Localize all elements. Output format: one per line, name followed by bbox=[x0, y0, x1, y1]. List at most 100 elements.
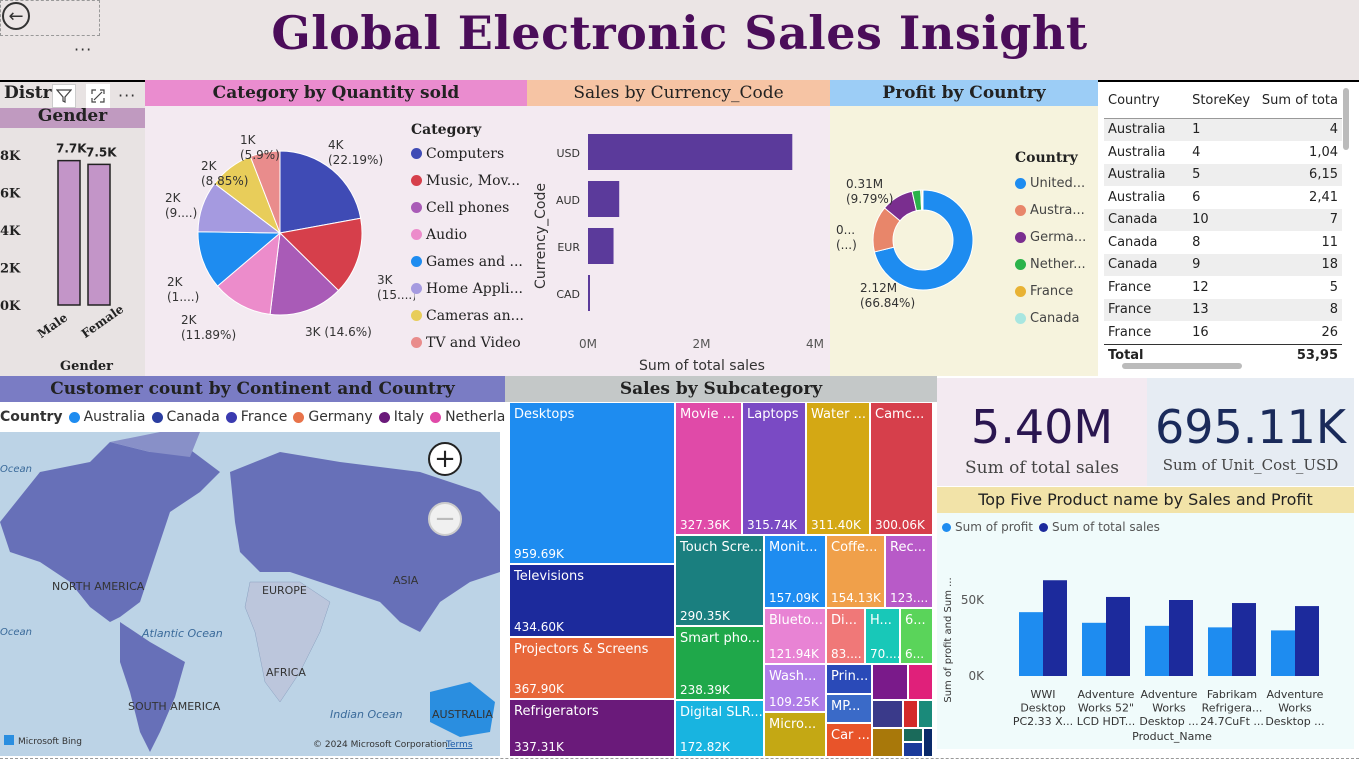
pie-slice-label: 3K bbox=[377, 273, 394, 287]
table-cell: 4 bbox=[1329, 122, 1338, 138]
treemap-tile[interactable]: Monit... 157.09K bbox=[764, 535, 826, 608]
map-legend-item[interactable]: France bbox=[225, 409, 287, 425]
table-row[interactable]: France 12 5 bbox=[1104, 276, 1342, 299]
donut-segment bbox=[921, 189, 924, 211]
treemap-tile[interactable]: Prin... bbox=[826, 664, 872, 694]
treemap-tile[interactable]: Wash... 109.25K bbox=[764, 664, 826, 712]
map-legend-item[interactable]: Germany bbox=[293, 409, 373, 425]
table-row[interactable]: Australia 4 1,04 bbox=[1104, 141, 1342, 164]
treemap-tile[interactable]: 6... 6... bbox=[900, 608, 933, 664]
legend-label: United... bbox=[1030, 176, 1086, 191]
treemap-tile-small[interactable] bbox=[903, 700, 918, 728]
treemap-tile-small[interactable] bbox=[872, 664, 908, 700]
top-products-legend-item[interactable]: Sum of profit bbox=[942, 520, 1033, 534]
treemap-tile-small[interactable] bbox=[918, 700, 933, 728]
zoom-out-button[interactable]: − bbox=[428, 502, 462, 536]
pie-slice-label: (5.9%) bbox=[240, 148, 280, 162]
table-row[interactable]: Canada 9 18 bbox=[1104, 253, 1342, 276]
map-terms-link[interactable]: Terms bbox=[445, 740, 473, 750]
category-legend-item[interactable]: Music, Mov... bbox=[411, 167, 524, 194]
treemap-tile-small[interactable] bbox=[903, 728, 923, 742]
zoom-in-button[interactable]: + bbox=[428, 442, 462, 476]
focus-mode-icon[interactable] bbox=[86, 84, 110, 108]
table-row[interactable]: Canada 10 7 bbox=[1104, 208, 1342, 231]
treemap-tile[interactable]: Desktops 959.69K bbox=[509, 402, 675, 564]
map-legend-item[interactable]: Canada bbox=[151, 409, 220, 425]
map-label-ocean-2: Ocean bbox=[0, 627, 32, 638]
table-horizontal-scrollbar[interactable] bbox=[1122, 363, 1242, 369]
profit-bar bbox=[1145, 625, 1169, 676]
category-legend-item[interactable]: Cameras an... bbox=[411, 302, 524, 329]
table-row[interactable]: France 13 8 bbox=[1104, 298, 1342, 321]
treemap-tile[interactable]: Refrigerators 337.31K bbox=[509, 699, 675, 757]
table-row[interactable]: Australia 6 2,41 bbox=[1104, 186, 1342, 209]
profit-legend-item[interactable]: Austra... bbox=[1015, 197, 1086, 224]
category-legend-item[interactable]: Audio bbox=[411, 221, 524, 248]
header-country[interactable]: Country bbox=[1108, 93, 1160, 109]
category-legend-item[interactable]: Cell phones bbox=[411, 194, 524, 221]
legend-dot-icon bbox=[1015, 259, 1026, 270]
profit-legend-item[interactable]: Canada bbox=[1015, 305, 1086, 332]
treemap-tile[interactable]: H... 70.... bbox=[865, 608, 900, 664]
visual-more-icon[interactable]: ··· bbox=[118, 86, 137, 105]
treemap-tile[interactable]: Televisions 434.60K bbox=[509, 564, 675, 637]
table-row[interactable]: Australia 5 6,15 bbox=[1104, 163, 1342, 186]
profit-legend-item[interactable]: United... bbox=[1015, 170, 1086, 197]
treemap-tile[interactable]: Camc... 300.06K bbox=[870, 402, 933, 535]
category-legend-item[interactable]: Home Appli... bbox=[411, 275, 524, 302]
category-legend-item[interactable]: Computers bbox=[411, 140, 524, 167]
category-legend-item[interactable]: TV and Video bbox=[411, 329, 524, 356]
treemap-tile-small[interactable] bbox=[923, 728, 933, 757]
profit-bar bbox=[1082, 622, 1106, 676]
more-options-icon[interactable]: ··· bbox=[74, 40, 93, 59]
profit-legend-item[interactable]: France bbox=[1015, 278, 1086, 305]
treemap-tile[interactable]: Di... 83.... bbox=[826, 608, 865, 664]
treemap-tile[interactable]: Blueto... 121.94K bbox=[764, 608, 826, 664]
table-row[interactable]: Canada 8 11 bbox=[1104, 231, 1342, 254]
table-row[interactable]: France 16 26 bbox=[1104, 321, 1342, 344]
profit-legend-item[interactable]: Germa... bbox=[1015, 224, 1086, 251]
world-map[interactable]: NORTH AMERICA EUROPE ASIA AFRICA SOUTH A… bbox=[0, 432, 500, 756]
treemap-tile[interactable]: Rec... 123.... bbox=[885, 535, 933, 608]
table-row[interactable]: Australia 1 4 bbox=[1104, 118, 1342, 141]
selection-frame[interactable] bbox=[0, 0, 100, 36]
pie-slice-label: 4K bbox=[328, 138, 345, 152]
currency-x-axis-label: Sum of total sales bbox=[639, 358, 765, 374]
top-products-legend-item[interactable]: Sum of total sales bbox=[1039, 520, 1160, 534]
map-legend-item[interactable]: Netherlands bbox=[430, 409, 505, 425]
treemap-tile[interactable]: Car ... bbox=[826, 723, 872, 757]
treemap-tile-small[interactable] bbox=[872, 728, 903, 757]
page-bottom-border bbox=[0, 758, 1359, 763]
kpi-cost-value: 695.11K bbox=[1154, 400, 1347, 454]
filter-icon[interactable] bbox=[52, 84, 76, 108]
treemap-tile[interactable]: Digital SLR... 172.82K bbox=[675, 700, 764, 757]
treemap-tile[interactable]: Movie ... 327.36K bbox=[675, 402, 742, 535]
treemap-tile[interactable]: Micro... bbox=[764, 712, 826, 757]
profit-legend-item[interactable]: Nether... bbox=[1015, 251, 1086, 278]
currency-y-axis-label: Currency_Code bbox=[533, 183, 549, 289]
header-storekey[interactable]: StoreKey bbox=[1192, 93, 1251, 109]
treemap-tile[interactable]: Touch Scre... 290.35K bbox=[675, 535, 764, 626]
treemap-tile[interactable]: Laptops 315.74K bbox=[742, 402, 806, 535]
treemap-tile[interactable]: MP... bbox=[826, 694, 872, 723]
map-legend-item[interactable]: Australia bbox=[68, 409, 146, 425]
treemap-tile[interactable]: Projectors & Screens 367.90K bbox=[509, 637, 675, 699]
map-legend-item[interactable]: Italy bbox=[378, 409, 424, 425]
treemap-tile[interactable]: Water ... 311.40K bbox=[806, 402, 870, 535]
treemap-tile-small[interactable] bbox=[903, 742, 923, 757]
treemap-tile-small[interactable] bbox=[908, 664, 933, 700]
map-bing-logo: Microsoft Bing bbox=[18, 737, 82, 747]
table-cell: 10 bbox=[1192, 212, 1209, 228]
gender-bar-value: 7.5K bbox=[86, 145, 117, 159]
legend-dot-icon bbox=[942, 522, 951, 532]
treemap-tile[interactable]: Smart pho... 238.39K bbox=[675, 626, 764, 700]
header-sum-sales[interactable]: Sum of tota bbox=[1261, 93, 1338, 109]
category-legend-item[interactable]: Games and ... bbox=[411, 248, 524, 275]
table-vertical-scrollbar[interactable] bbox=[1343, 88, 1349, 150]
treemap-tile-small[interactable] bbox=[872, 700, 903, 728]
profit-bar bbox=[1208, 627, 1232, 676]
treemap-tile-name: Televisions bbox=[514, 569, 584, 584]
treemap-tile[interactable]: Coffe... 154.13K bbox=[826, 535, 885, 608]
back-arrow-icon[interactable]: ← bbox=[2, 2, 30, 30]
product-name-label: Works 52" bbox=[1078, 702, 1134, 715]
